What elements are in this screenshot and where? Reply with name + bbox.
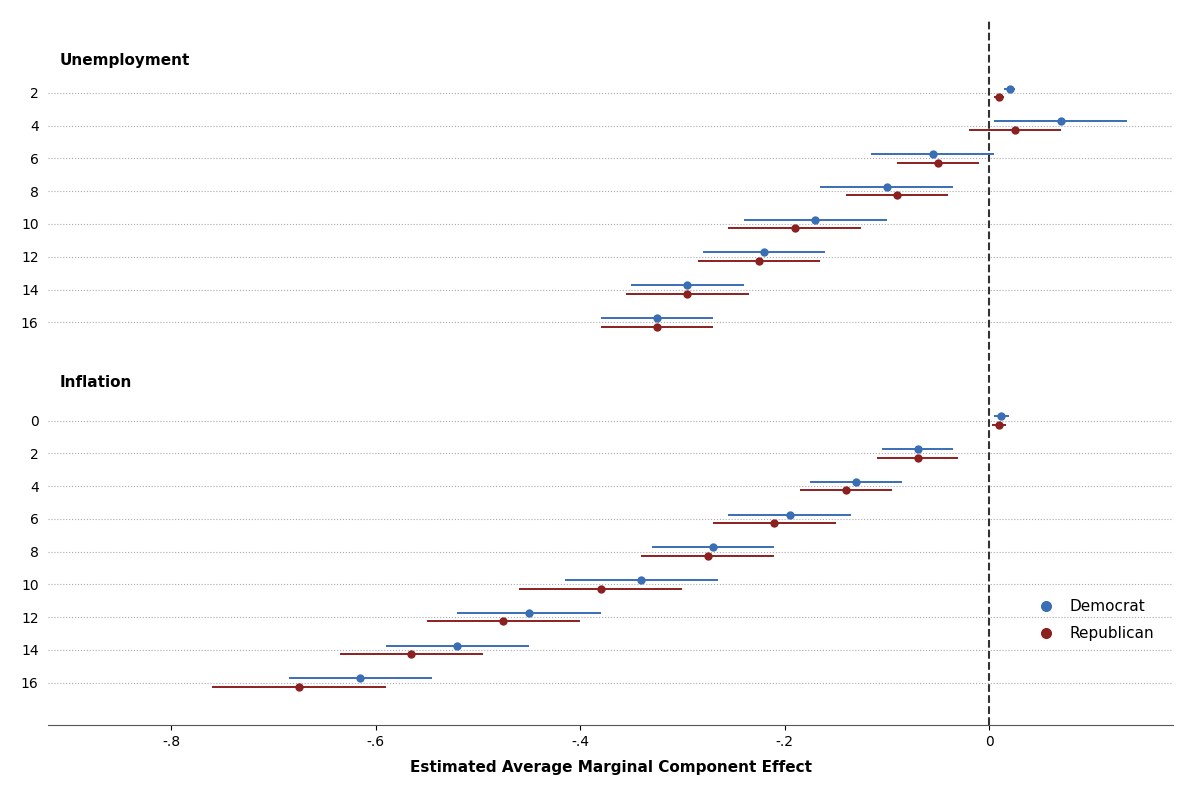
X-axis label: Estimated Average Marginal Component Effect: Estimated Average Marginal Component Eff…	[410, 760, 812, 775]
Legend: Democrat, Republican: Democrat, Republican	[1024, 593, 1159, 647]
Text: Inflation: Inflation	[60, 376, 131, 390]
Text: Unemployment: Unemployment	[60, 53, 190, 68]
